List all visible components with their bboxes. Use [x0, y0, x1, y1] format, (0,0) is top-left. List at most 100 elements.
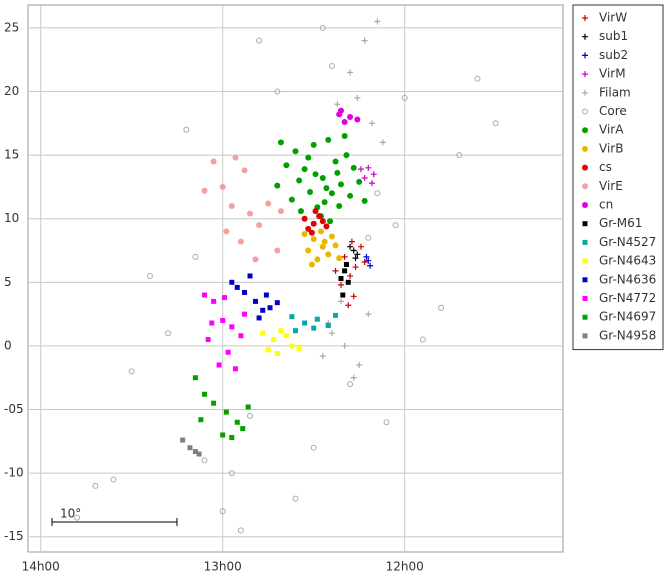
legend-label: cs — [599, 160, 612, 174]
legend-marker — [582, 314, 588, 320]
data-point — [202, 292, 208, 298]
data-point — [237, 527, 244, 534]
data-point — [325, 136, 332, 143]
legend-label: Gr-N4772 — [599, 291, 656, 305]
data-point — [265, 200, 272, 207]
data-point — [328, 190, 335, 197]
data-point — [256, 37, 263, 44]
data-point — [343, 152, 350, 159]
data-point — [327, 218, 334, 225]
data-point — [310, 220, 317, 227]
x-tick-label: 14h00 — [22, 560, 60, 574]
data-point — [180, 437, 186, 443]
data-point — [332, 242, 339, 249]
data-point — [319, 353, 326, 360]
scale-label: 10° — [60, 507, 81, 521]
legend-label: cn — [599, 198, 613, 212]
data-point — [187, 445, 193, 451]
data-point — [321, 238, 328, 245]
data-point — [192, 253, 199, 260]
data-point — [222, 295, 228, 301]
data-point — [340, 292, 346, 298]
data-point — [350, 247, 357, 254]
data-point — [328, 233, 335, 240]
data-point — [237, 238, 244, 245]
data-point — [223, 409, 229, 415]
data-point — [296, 345, 302, 351]
data-point — [288, 196, 295, 203]
data-point — [332, 158, 339, 165]
data-point — [308, 261, 315, 268]
data-point — [321, 199, 328, 206]
data-point — [354, 116, 361, 123]
data-point — [305, 154, 312, 161]
data-point — [232, 366, 238, 372]
legend-marker — [582, 108, 588, 115]
data-point — [336, 202, 343, 209]
data-point — [293, 328, 298, 334]
legend-box — [572, 4, 664, 351]
data-point — [341, 133, 348, 140]
data-point — [229, 279, 235, 285]
data-point — [438, 304, 445, 311]
data-point — [301, 230, 308, 237]
data-point — [341, 342, 348, 349]
data-point — [192, 375, 198, 381]
data-point — [274, 247, 281, 254]
data-point — [334, 101, 341, 108]
data-point — [350, 164, 357, 171]
data-point — [337, 281, 344, 288]
data-point — [252, 298, 258, 304]
x-tick-label: 12h00 — [386, 560, 424, 574]
legend-marker — [582, 52, 588, 59]
y-tick-label: 0 — [4, 338, 12, 352]
data-point — [352, 255, 359, 262]
data-point — [336, 255, 343, 262]
data-point — [332, 267, 339, 274]
data-point — [297, 208, 304, 215]
data-point — [347, 243, 354, 250]
data-point — [240, 426, 246, 432]
data-point — [308, 229, 315, 236]
legend-label: Gr-M61 — [599, 216, 642, 230]
data-point — [350, 293, 357, 300]
data-point — [365, 234, 372, 241]
data-point — [277, 208, 284, 215]
data-point — [301, 215, 308, 222]
data-point — [274, 351, 280, 357]
data-point — [201, 187, 208, 194]
data-point — [363, 253, 370, 260]
data-point — [274, 182, 281, 189]
data-point — [337, 181, 344, 188]
legend-marker — [582, 277, 588, 283]
data-point — [223, 228, 230, 235]
data-point — [292, 495, 299, 502]
data-point — [456, 152, 463, 159]
y-tick-label: 25 — [4, 20, 19, 34]
data-point — [323, 223, 330, 230]
data-point — [356, 362, 363, 369]
data-point — [241, 167, 248, 174]
data-point — [383, 419, 390, 426]
data-point — [267, 305, 273, 311]
legend-marker — [582, 164, 588, 171]
data-point — [263, 292, 269, 298]
legend-label: Filam — [599, 85, 631, 99]
data-point — [370, 171, 377, 178]
legend-label: sub1 — [599, 29, 628, 43]
data-point — [319, 218, 326, 225]
data-point — [265, 347, 271, 353]
data-point — [234, 284, 240, 290]
data-point — [314, 316, 320, 322]
data-point — [325, 251, 332, 258]
data-point — [474, 75, 481, 82]
y-tick-label: -10 — [4, 466, 24, 480]
data-point — [365, 311, 372, 318]
data-point — [310, 236, 317, 243]
legend-label: VirM — [599, 67, 626, 81]
legend-marker — [582, 33, 588, 40]
data-point — [392, 222, 399, 229]
legend-label: Gr-N4636 — [599, 272, 656, 286]
data-point — [216, 362, 222, 368]
data-point — [228, 470, 235, 477]
